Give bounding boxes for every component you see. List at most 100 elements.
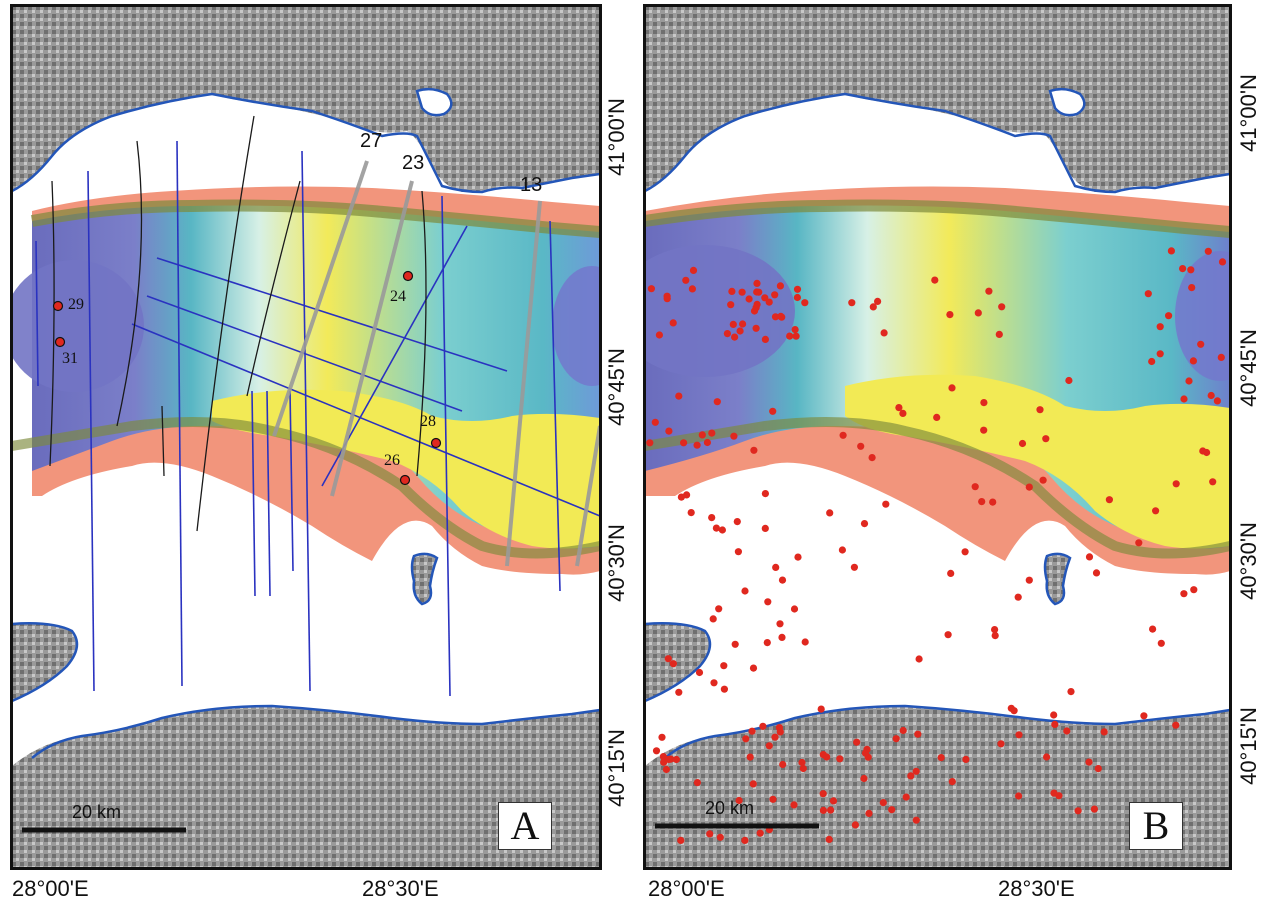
event-marker — [1105, 496, 1113, 504]
event-marker — [769, 407, 777, 415]
event-marker — [733, 518, 741, 526]
event-marker — [1217, 353, 1225, 361]
event-marker — [720, 662, 728, 670]
lat-a-1: 40°45'N — [603, 348, 629, 426]
event-marker — [1149, 625, 1157, 633]
event-marker — [1172, 721, 1180, 729]
event-marker — [860, 520, 869, 528]
event-marker — [962, 755, 970, 764]
event-marker — [899, 726, 907, 735]
event-marker — [861, 749, 870, 757]
event-marker — [860, 774, 868, 783]
event-marker — [790, 605, 799, 613]
panel-letter-b: B — [1129, 802, 1183, 850]
event-marker — [857, 442, 865, 450]
event-marker — [825, 835, 833, 844]
event-marker — [749, 780, 757, 788]
event-marker — [677, 836, 685, 845]
seismic-lines-black — [49, 115, 427, 532]
event-marker — [793, 293, 801, 302]
map-panel-b: 20 km B — [645, 6, 1230, 868]
event-marker — [742, 735, 750, 743]
event-marker — [1188, 284, 1196, 292]
event-marker — [677, 493, 685, 501]
event-marker — [839, 431, 847, 439]
event-marker — [741, 836, 749, 845]
event-marker — [791, 326, 799, 334]
event-marker — [755, 288, 763, 296]
seismic-lines-grey — [272, 160, 600, 567]
event-marker — [991, 632, 999, 640]
event-marker — [1015, 792, 1023, 800]
event-marker — [647, 285, 655, 293]
event-marker — [931, 276, 939, 284]
event-marker — [1204, 247, 1212, 255]
event-marker — [716, 833, 724, 841]
event-marker — [853, 738, 861, 746]
west-peninsula — [645, 623, 710, 701]
shelf-edge-north — [645, 199, 1230, 238]
event-marker — [1050, 711, 1058, 719]
event-marker — [771, 291, 779, 299]
event-marker — [1063, 727, 1071, 735]
event-marker — [739, 320, 747, 328]
coastline-west-peninsula — [12, 622, 79, 703]
event-marker — [708, 429, 716, 437]
event-marker — [948, 778, 956, 786]
scale-label-a: 20 km — [72, 802, 122, 822]
seismic-lines-blue-oblique — [131, 225, 600, 517]
shelf-yellow-south — [212, 389, 600, 549]
event-marker — [947, 569, 955, 578]
x-label-a-1: 28°30'E — [362, 876, 439, 901]
event-marker — [1025, 483, 1033, 491]
event-marker — [985, 287, 993, 295]
event-marker — [980, 426, 988, 434]
event-marker — [1148, 357, 1156, 366]
event-marker — [1074, 807, 1082, 815]
event-marker — [693, 441, 701, 449]
event-marker — [961, 548, 969, 556]
lat-b-0: 41°00'N — [1235, 74, 1261, 152]
event-marker — [1065, 376, 1073, 385]
event-marker — [778, 576, 787, 584]
coastline-south — [664, 704, 1230, 759]
deep-basin-west — [645, 245, 795, 377]
event-marker — [1180, 590, 1188, 598]
event-marker — [1180, 395, 1188, 403]
coastline-south — [31, 704, 600, 759]
event-marker — [980, 399, 988, 407]
event-marker — [779, 760, 787, 769]
event-marker — [1187, 266, 1195, 274]
event-marker — [729, 320, 737, 328]
event-marker — [1135, 539, 1143, 547]
event-marker — [1156, 350, 1164, 358]
event-marker — [801, 299, 809, 307]
event-marker — [1209, 478, 1217, 486]
event-marker — [709, 615, 717, 623]
line-label-27: 27 — [360, 130, 383, 152]
event-marker — [1085, 553, 1094, 561]
event-marker — [829, 797, 838, 805]
scale-label-b: 20 km — [705, 798, 755, 818]
event-marker — [646, 439, 654, 447]
event-marker — [669, 660, 677, 668]
event-marker — [1189, 357, 1197, 365]
event-marker — [771, 313, 780, 321]
event-marker — [761, 490, 769, 498]
event-marker — [1015, 731, 1023, 739]
event-marker — [777, 312, 785, 320]
event-marker — [1036, 406, 1044, 414]
event-marker — [665, 427, 673, 435]
x-label-b-1: 28°30'E — [998, 876, 1075, 901]
event-marker — [1042, 435, 1050, 443]
event-marker — [817, 705, 825, 713]
event-marker — [718, 526, 726, 534]
event-marker — [735, 796, 743, 805]
event-marker — [998, 303, 1006, 311]
event-marker — [1018, 439, 1027, 448]
event-marker — [827, 806, 835, 814]
event-marker — [753, 300, 761, 308]
event-marker — [1039, 476, 1047, 484]
line-label-13: 13 — [520, 174, 543, 196]
event-marker — [734, 548, 742, 556]
